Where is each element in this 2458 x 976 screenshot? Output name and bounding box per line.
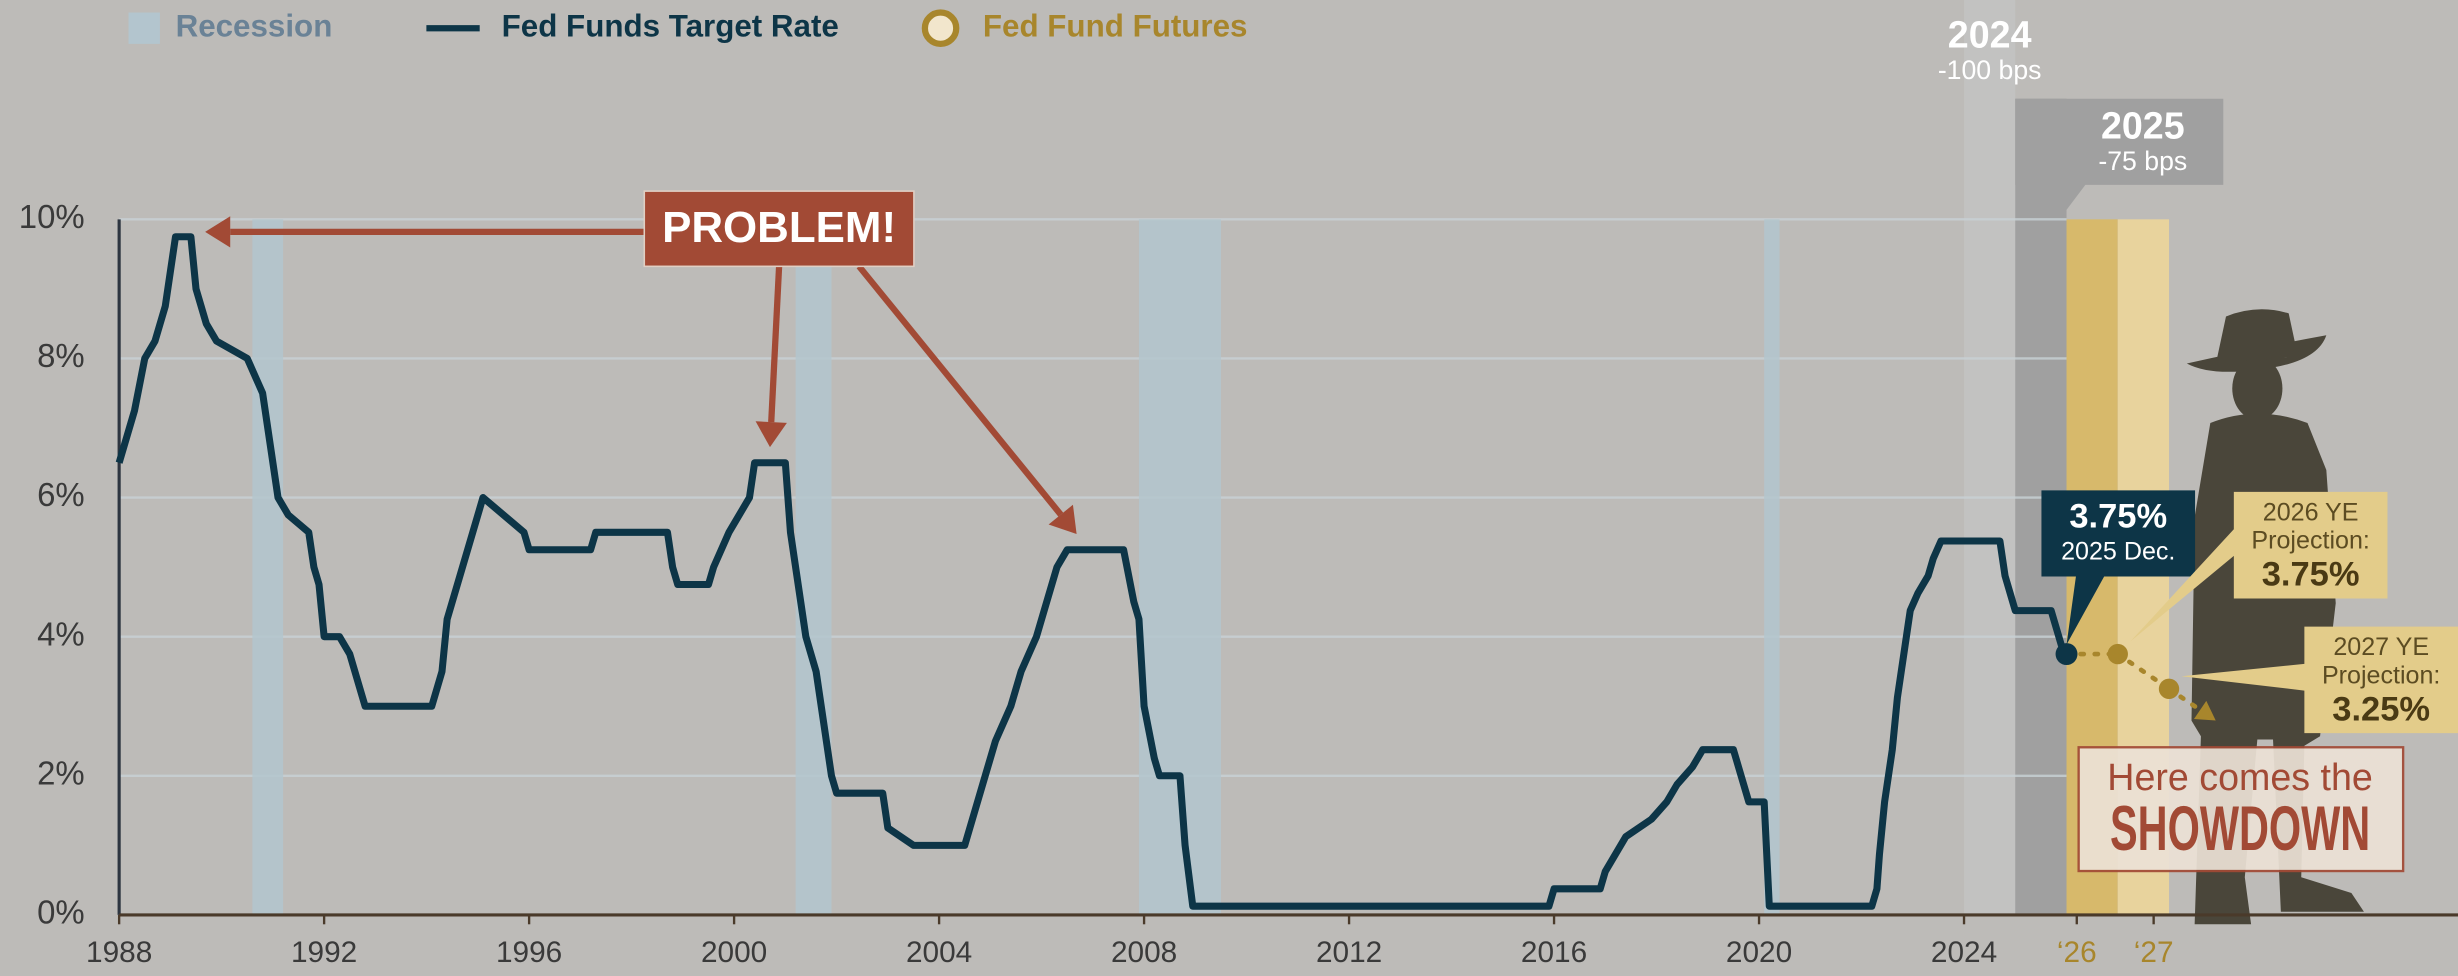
showdown-title: SHOWDOWN [2110, 794, 2370, 864]
x-tick-label: 2008 [1111, 936, 1177, 969]
y-tick-label: 4% [37, 615, 85, 652]
recession-band [252, 219, 283, 915]
x-tick-label: ‘26 [2057, 936, 2097, 969]
futures-dot [2108, 644, 2128, 664]
y-tick-label: 0% [37, 894, 85, 931]
cowboy-head [2232, 357, 2282, 420]
y-tick-label: 10% [19, 198, 85, 235]
x-tick-label: 2012 [1316, 936, 1382, 969]
chart: 2024-100 bps2025-75 bps0%2%4%6%8%10%1988… [0, 0, 2458, 976]
period-band [1964, 0, 2015, 915]
problem-label: PROBLEM! [662, 203, 896, 252]
x-tick-label: 2020 [1726, 936, 1792, 969]
period-label: 2024 [1948, 14, 2032, 56]
callout-line: 2026 YE [2263, 498, 2359, 526]
x-tick-label: 2004 [906, 936, 972, 969]
legend: Recession Fed Funds Target Rate Fed Fund F… [129, 8, 1248, 43]
current-dot [2056, 643, 2078, 665]
period-label: 2025 [2101, 104, 2185, 146]
callout-line: Projection: [2322, 661, 2440, 689]
legend-swatch [129, 13, 160, 44]
y-tick-label: 6% [37, 476, 85, 513]
legend-swatch [925, 13, 956, 44]
futures-dot [2159, 679, 2179, 699]
x-tick-label: 2016 [1521, 936, 1587, 969]
callout-line: 2027 YE [2333, 633, 2429, 661]
callout-value: 3.75% [2069, 498, 2167, 536]
callout-sub: 2025 Dec. [2061, 538, 2175, 566]
page: {"chart_data": { "type": "line", "legend… [0, 0, 2458, 976]
callout-line: Projection: [2251, 527, 2369, 555]
value-label: 3.75% [2262, 556, 2360, 594]
x-tick-label: 1988 [86, 936, 152, 969]
x-tick-label: 2024 [1931, 936, 1997, 969]
legend-label: Recession [176, 8, 333, 43]
legend-label: Fed Funds Target Rate [502, 8, 839, 43]
y-tick-label: 2% [37, 754, 85, 791]
legend-label: Fed Fund Futures [983, 8, 1248, 43]
period-sub: -75 bps [2098, 146, 2187, 176]
x-tick-label: 1992 [291, 936, 357, 969]
recession-band [796, 219, 832, 915]
showdown-line: Here comes the [2107, 756, 2373, 798]
value-label: 3.25% [2332, 690, 2430, 728]
x-tick-label: ‘27 [2134, 936, 2174, 969]
x-tick-label: 1996 [496, 936, 562, 969]
x-tick-label: 2000 [701, 936, 767, 969]
period-sub: -100 bps [1938, 55, 2042, 85]
y-tick-label: 8% [37, 337, 85, 374]
